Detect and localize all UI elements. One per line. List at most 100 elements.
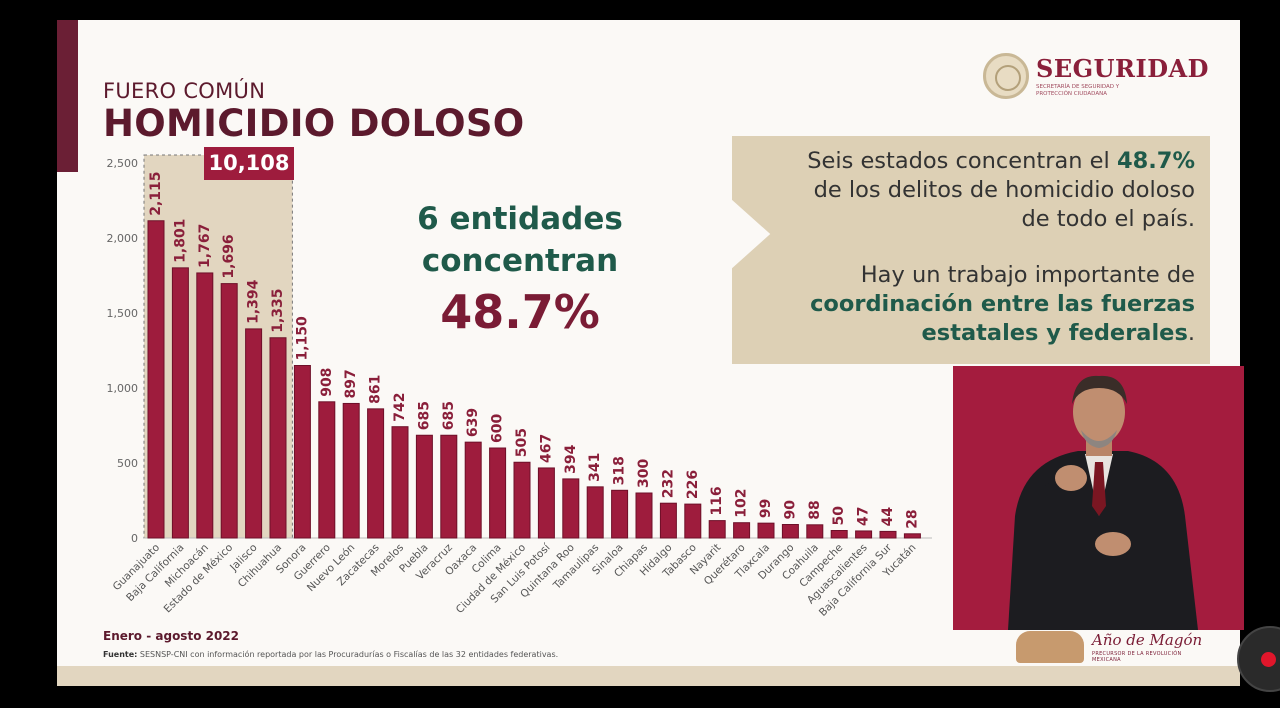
bar: [635, 492, 653, 539]
bar-value-label: 102: [734, 488, 750, 517]
bar-value-label: 1,150: [294, 316, 310, 361]
bar-value-label: 639: [465, 408, 481, 437]
bar: [586, 486, 604, 539]
bar: [733, 522, 751, 539]
bar: [903, 533, 921, 539]
bar-value-label: 1,335: [270, 288, 286, 332]
source-label: Fuente:: [103, 650, 138, 659]
bar: [342, 402, 360, 539]
bar-value-label: 394: [563, 444, 579, 473]
bar: [147, 220, 165, 539]
y-tick-label: 1,000: [107, 382, 139, 395]
bar-chart: 05001,0001,5002,0002,5002,115Guanajuato1…: [107, 154, 932, 619]
bar-value-label: 897: [343, 369, 359, 398]
bar: [830, 530, 848, 539]
bar: [245, 328, 263, 539]
y-tick-label: 2,500: [107, 157, 139, 170]
bar-value-label: 50: [831, 506, 847, 526]
bar-value-label: 99: [758, 499, 774, 518]
seguridad-logo: SEGURIDAD SECRETARÍA DE SEGURIDAD Y PROT…: [983, 53, 1208, 101]
magon-text: Año de Magón: [1092, 631, 1203, 649]
bar-value-label: 341: [587, 453, 603, 482]
bar-value-label: 226: [685, 470, 701, 499]
bar: [537, 467, 555, 539]
bar: [757, 522, 775, 539]
callout-line-2: concentran: [421, 243, 619, 279]
callout-percentage: 48.7%: [440, 285, 600, 339]
bottom-strip: [57, 666, 1240, 686]
bar: [659, 502, 677, 539]
bar: [367, 408, 385, 539]
bar-value-label: 742: [392, 392, 408, 421]
bar-value-label: 318: [612, 456, 628, 485]
logo-subtitle: SECRETARÍA DE SEGURIDAD Y PROTECCIÓN CIU…: [1036, 84, 1120, 97]
bar-value-label: 28: [904, 509, 920, 528]
bar-value-label: 1,394: [246, 279, 262, 324]
info-panel: [732, 136, 1210, 364]
bar-value-label: 467: [538, 434, 554, 463]
bar: [806, 524, 824, 539]
info-text-a: Seis estados concentran el: [807, 148, 1117, 174]
bar: [464, 441, 482, 539]
bar-value-label: 88: [807, 500, 823, 519]
info-line-5: coordinación entre las fuerzas: [810, 291, 1195, 317]
bar: [318, 401, 336, 539]
bar-value-label: 300: [636, 459, 652, 488]
info-line-1: Seis estados concentran el 48.7%: [751, 147, 1195, 176]
bar-value-label: 685: [416, 401, 432, 430]
y-tick-label: 1,500: [107, 307, 139, 320]
slide-subtitle: FUERO COMÚN: [103, 79, 266, 103]
highlight-region: [144, 155, 293, 538]
accent-bar: [57, 20, 78, 172]
bar: [415, 434, 433, 539]
bar: [879, 530, 897, 539]
bar: [269, 337, 287, 539]
bar-value-label: 116: [709, 486, 725, 515]
callout-line-1: 6 entidades: [417, 201, 623, 237]
bar: [293, 365, 311, 539]
info-text: Seis estados concentran el 48.7% de los …: [751, 147, 1195, 348]
magon-figure-icon: [1016, 631, 1084, 663]
bar-value-label: 908: [319, 368, 335, 397]
bar-value-label: 505: [514, 428, 530, 457]
bar: [855, 530, 873, 539]
y-tick-label: 2,000: [107, 232, 139, 245]
logo-word: SEGURIDAD: [1036, 54, 1209, 83]
bar: [513, 461, 531, 539]
record-button[interactable]: [1237, 626, 1280, 692]
info-percentage: 48.7%: [1116, 148, 1195, 174]
bar: [684, 503, 702, 539]
bar: [562, 478, 580, 539]
slide-title: HOMICIDIO DOLOSO: [103, 102, 525, 145]
bar-value-label: 600: [490, 414, 506, 443]
interpreter-figure-icon: [1008, 375, 1198, 630]
source-note: Fuente: SESNSP-CNI con información repor…: [103, 650, 558, 659]
bar-value-label: 232: [660, 469, 676, 498]
bar: [489, 447, 507, 539]
info-line-2: de los delitos de homicidio doloso: [813, 177, 1195, 203]
bar-value-label: 861: [368, 375, 384, 404]
info-line-6-text: estatales y federales: [921, 320, 1188, 346]
bar-value-label: 1,801: [172, 219, 188, 263]
total-badge: 10,108: [204, 147, 294, 180]
bar-value-label: 685: [441, 401, 457, 430]
bar-value-label: 90: [782, 500, 798, 520]
info-line-6: estatales y federales.: [751, 319, 1195, 348]
magon-logo: Año de Magón PRECURSOR DE LA REVOLUCIÓN …: [1016, 631, 1212, 667]
bar: [171, 267, 189, 539]
period-label: Enero - agosto 2022: [103, 629, 240, 643]
bar-value-label: 1,696: [221, 234, 237, 278]
bar: [611, 489, 629, 539]
y-tick-label: 500: [117, 457, 138, 470]
bar-value-label: 2,115: [148, 171, 164, 215]
info-line-3: de todo el país.: [1021, 206, 1195, 232]
bar: [220, 283, 238, 539]
record-dot-icon: [1261, 652, 1276, 667]
bar-value-label: 47: [856, 506, 872, 525]
info-line-4: Hay un trabajo importante de: [860, 262, 1195, 288]
seal-icon: [983, 53, 1029, 99]
bar: [391, 426, 409, 539]
sign-language-interpreter-video: [953, 366, 1244, 630]
bar: [196, 272, 214, 539]
info-line-6-end: .: [1187, 320, 1195, 346]
